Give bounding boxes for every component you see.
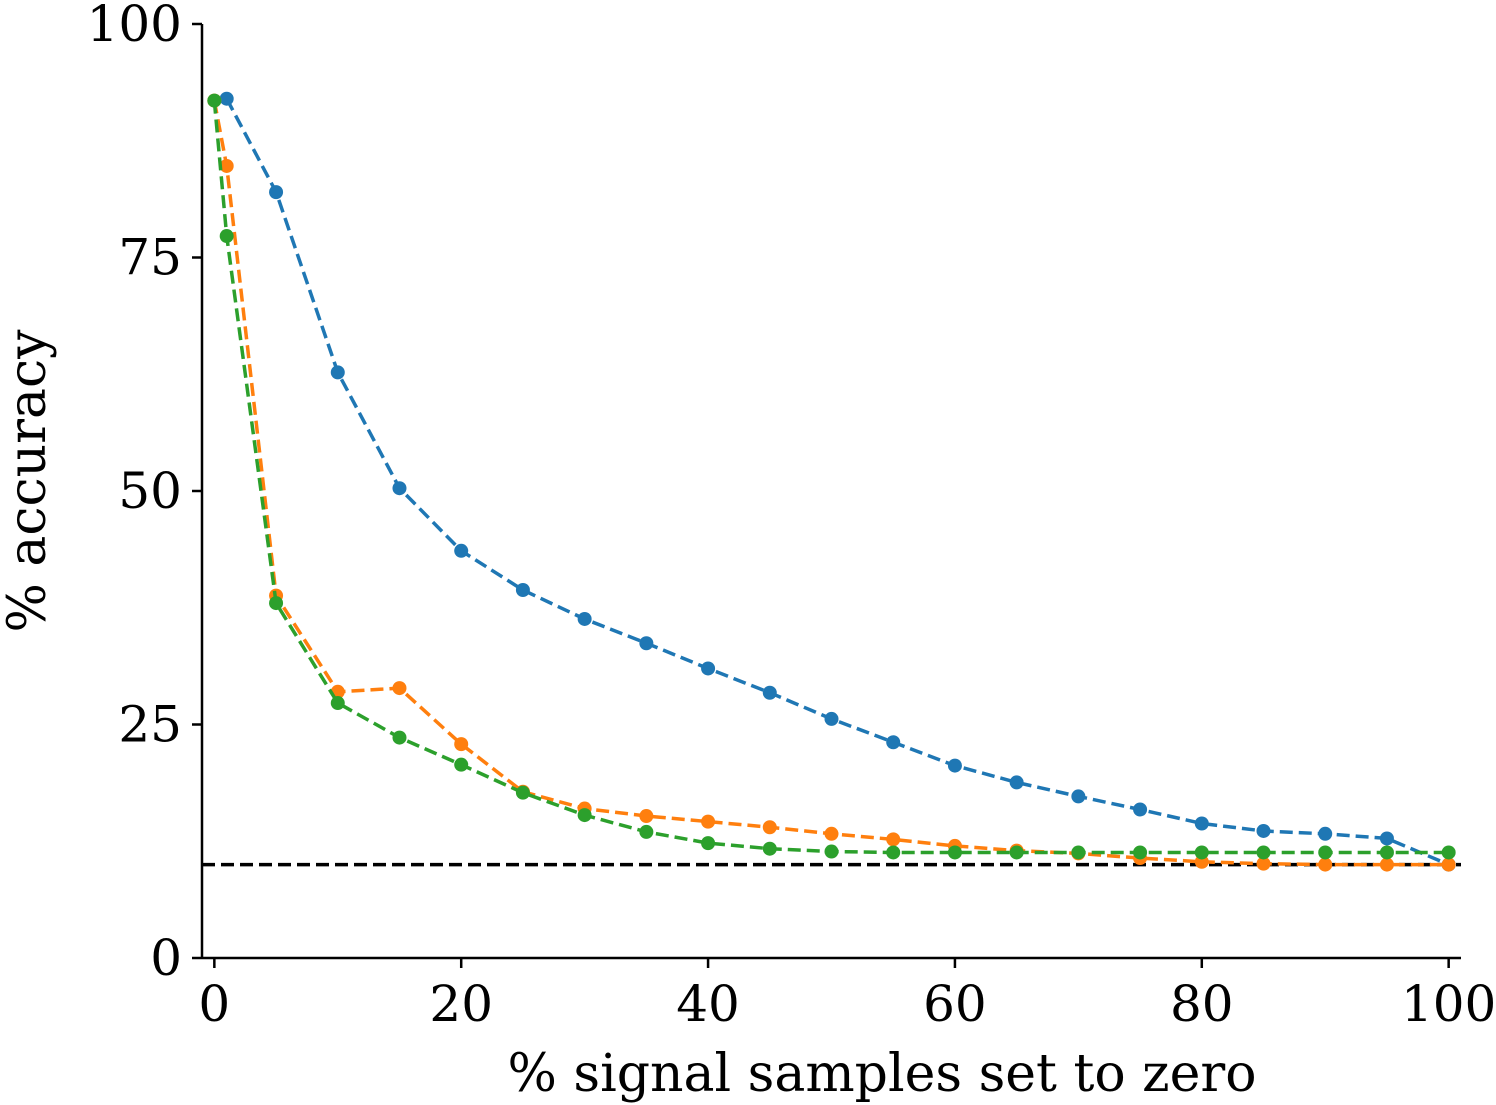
x-tick-label: 20 xyxy=(429,975,493,1033)
data-point xyxy=(1009,775,1024,790)
data-point xyxy=(1256,856,1271,871)
data-point xyxy=(639,636,654,651)
y-axis-label: % accuracy xyxy=(0,329,58,633)
data-point xyxy=(824,826,839,841)
data-point xyxy=(454,543,469,558)
y-tick-label: 50 xyxy=(118,462,182,520)
data-point xyxy=(886,735,901,750)
data-point xyxy=(1379,857,1394,872)
data-point xyxy=(330,696,345,711)
x-tick-label: 60 xyxy=(923,975,987,1033)
data-point xyxy=(824,844,839,859)
data-point xyxy=(1256,823,1271,838)
y-tick-label: 100 xyxy=(87,0,182,53)
data-point xyxy=(219,229,234,244)
series-1 xyxy=(219,91,1456,872)
y-tick-label: 0 xyxy=(150,929,182,987)
data-point xyxy=(701,814,716,829)
series-line xyxy=(225,97,1450,867)
data-point xyxy=(762,820,777,835)
series-layer xyxy=(207,91,1456,872)
data-point xyxy=(392,681,407,696)
series-3 xyxy=(207,93,1456,860)
data-point xyxy=(1441,845,1456,860)
series-line xyxy=(212,100,1449,867)
data-point xyxy=(762,685,777,700)
data-point xyxy=(330,365,345,380)
data-point xyxy=(947,845,962,860)
data-point xyxy=(1133,845,1148,860)
axes xyxy=(200,24,1461,960)
data-point xyxy=(1071,789,1086,804)
data-point xyxy=(1318,826,1333,841)
data-point xyxy=(1256,845,1271,860)
data-point xyxy=(1194,816,1209,831)
data-point xyxy=(701,836,716,851)
y-tick-label: 75 xyxy=(118,229,182,287)
data-point xyxy=(392,481,407,496)
data-point xyxy=(219,158,234,173)
data-point xyxy=(886,832,901,847)
x-tick-label: 40 xyxy=(676,975,740,1033)
y-tick-label: 25 xyxy=(118,696,182,754)
data-point xyxy=(577,611,592,626)
data-point xyxy=(207,93,222,108)
data-point xyxy=(392,730,407,745)
data-point xyxy=(1379,831,1394,846)
data-point xyxy=(701,661,716,676)
data-point xyxy=(219,91,234,106)
data-point xyxy=(1441,857,1456,872)
data-point xyxy=(269,596,284,611)
data-point xyxy=(1318,857,1333,872)
data-point xyxy=(886,845,901,860)
data-point xyxy=(947,758,962,773)
data-point xyxy=(515,583,530,598)
ticks: 0 20 40 60 80 100 0 25 50 75 100 xyxy=(87,0,1496,1033)
data-point xyxy=(824,711,839,726)
data-point xyxy=(454,757,469,772)
x-tick-label: 80 xyxy=(1170,975,1234,1033)
data-point xyxy=(577,808,592,823)
x-tick-label: 0 xyxy=(198,975,230,1033)
data-point xyxy=(1318,845,1333,860)
data-point xyxy=(1071,845,1086,860)
data-point xyxy=(1009,845,1024,860)
data-point xyxy=(639,809,654,824)
data-point xyxy=(1133,802,1148,817)
data-point xyxy=(1194,845,1209,860)
series-line xyxy=(212,100,1449,855)
data-point xyxy=(762,841,777,856)
x-axis-label: % signal samples set to zero xyxy=(507,1044,1256,1104)
x-tick-label: 100 xyxy=(1401,975,1496,1033)
data-point xyxy=(269,185,284,200)
data-point xyxy=(1379,845,1394,860)
data-point xyxy=(454,737,469,752)
data-point xyxy=(639,824,654,839)
data-point xyxy=(515,785,530,800)
